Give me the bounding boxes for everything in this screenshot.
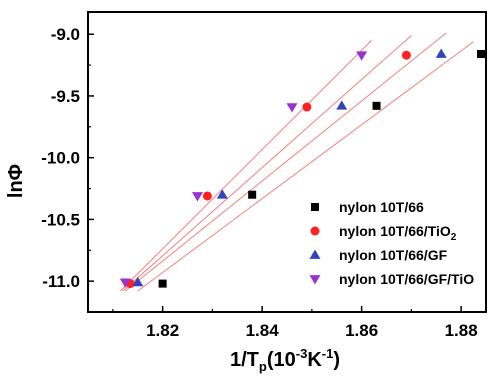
data-point bbox=[401, 50, 411, 60]
data-point bbox=[191, 192, 203, 202]
data-point bbox=[286, 103, 298, 113]
y-axis-title: lnΦ bbox=[5, 164, 27, 198]
data-point bbox=[435, 48, 447, 58]
data-point bbox=[372, 101, 381, 110]
y-tick-label: -9.0 bbox=[51, 25, 80, 44]
legend-marker bbox=[309, 275, 321, 285]
data-point bbox=[336, 100, 348, 110]
y-tick-label: -11.0 bbox=[42, 272, 80, 291]
y-tick-label: -10.5 bbox=[41, 210, 80, 229]
x-tick-label: 1.82 bbox=[146, 321, 179, 340]
data-point bbox=[356, 51, 368, 61]
legend-label: nylon 10T/66/GF bbox=[339, 247, 448, 263]
fit-lines bbox=[119, 32, 474, 292]
data-point bbox=[248, 190, 257, 199]
fit-line bbox=[122, 35, 412, 292]
legend-marker bbox=[310, 226, 320, 236]
axis-ticks: 1.82 1.84 1.86 1.88 -11.0 -10.5 -10.0 -9.5 -9.0 bbox=[41, 25, 477, 340]
x-tick-label: 1.88 bbox=[445, 321, 478, 340]
legend-label: nylon 10T/66 bbox=[339, 199, 424, 215]
x-axis-title: 1/Tp(10-3K-1) bbox=[230, 346, 340, 374]
y-tick-label: -9.5 bbox=[51, 87, 80, 106]
data-point bbox=[216, 189, 228, 199]
legend: nylon 10T/66 nylon 10T/66/TiO2 nylon 10T/6… bbox=[309, 199, 474, 287]
plot-frame bbox=[87, 11, 487, 313]
y-tick-label: -10.0 bbox=[41, 149, 80, 168]
data-point bbox=[477, 49, 486, 58]
data-point bbox=[302, 102, 312, 112]
data-points bbox=[119, 48, 486, 289]
legend-marker bbox=[311, 203, 319, 211]
legend-label: nylon 10T/66/GF/TiO bbox=[339, 271, 474, 287]
x-tick-label: 1.84 bbox=[246, 321, 280, 340]
fit-line bbox=[124, 32, 447, 292]
data-point bbox=[132, 276, 144, 287]
fit-line bbox=[119, 40, 372, 292]
legend-marker bbox=[309, 249, 321, 259]
data-point bbox=[158, 279, 167, 288]
legend-label: nylon 10T/66/TiO2 bbox=[339, 223, 457, 243]
fit-line bbox=[137, 41, 474, 292]
data-point bbox=[119, 278, 131, 288]
x-tick-label: 1.86 bbox=[345, 321, 378, 340]
data-point bbox=[202, 191, 212, 201]
